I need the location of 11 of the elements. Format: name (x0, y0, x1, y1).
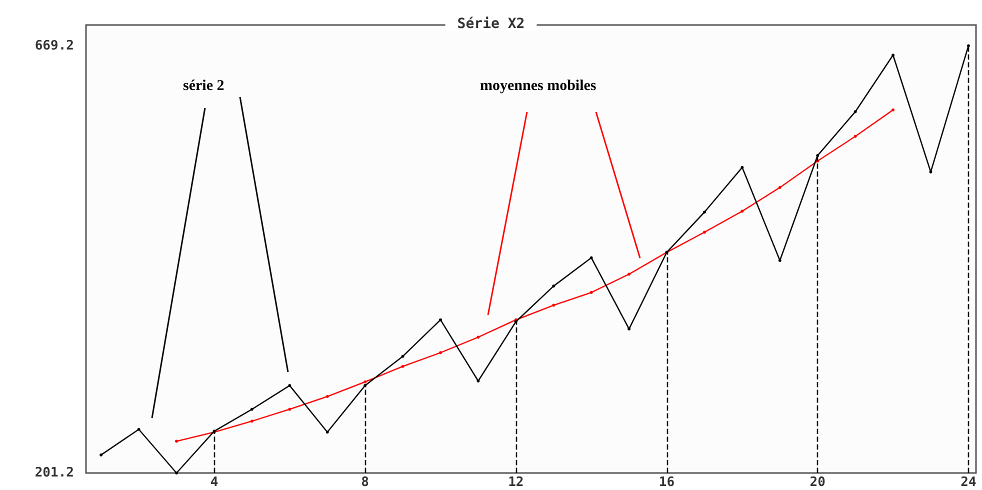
chart-title: Série X2 (457, 16, 525, 32)
x-tick-label: 4 (210, 475, 218, 490)
x-tick-label: 24 (960, 475, 976, 490)
y-tick-label: 201.2 (34, 466, 74, 480)
x-tick-label: 16 (658, 475, 675, 490)
annotation: moyennes mobiles (480, 78, 596, 95)
x-tick-label: 12 (508, 475, 524, 490)
y-tick-label: 669.2 (34, 38, 74, 54)
x-tick-label: 8 (361, 475, 370, 490)
x-tick-label: 20 (810, 475, 826, 490)
annotation: série 2 (183, 78, 224, 95)
